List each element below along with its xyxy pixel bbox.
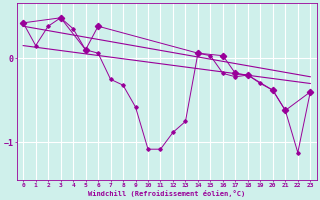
- X-axis label: Windchill (Refroidissement éolien,°C): Windchill (Refroidissement éolien,°C): [88, 190, 245, 197]
